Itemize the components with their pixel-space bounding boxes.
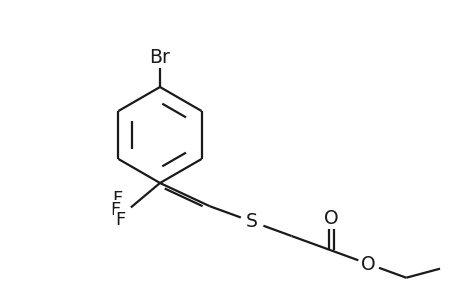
Text: O: O <box>361 254 375 274</box>
Text: Br: Br <box>149 47 170 67</box>
Text: F: F <box>115 211 125 229</box>
Text: O: O <box>323 209 338 228</box>
Text: F: F <box>110 201 120 219</box>
Text: S: S <box>246 212 257 231</box>
Text: F: F <box>112 190 122 208</box>
